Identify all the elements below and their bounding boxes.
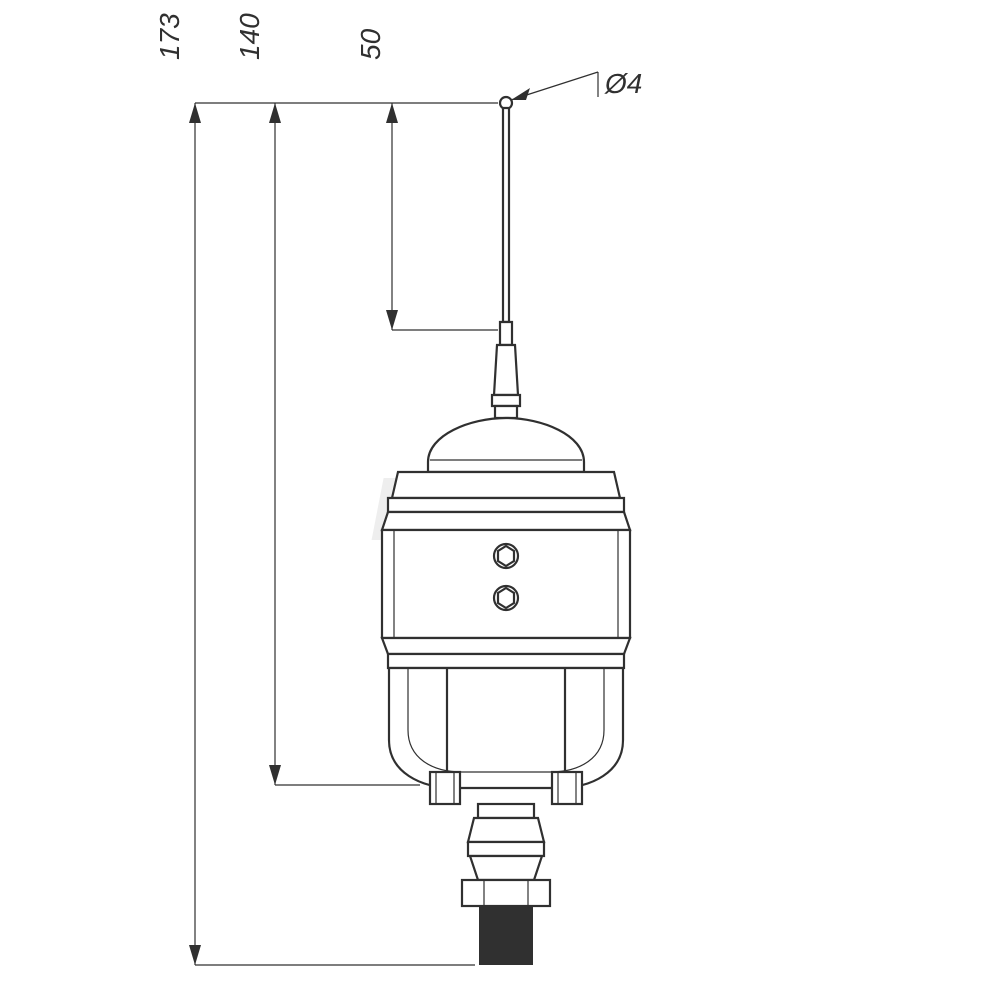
conn-flare: [468, 818, 544, 842]
dim-phi4: Ø4: [511, 68, 642, 100]
dim-173: 173: [154, 13, 201, 965]
conn-hex: [462, 880, 550, 906]
foot-left: [430, 772, 460, 804]
stylus-collar-1: [500, 322, 512, 345]
stylus-shaft: [503, 108, 509, 322]
technical-drawing: MSC: [0, 0, 1000, 1000]
conn-taper: [470, 856, 542, 880]
foot-right: [552, 772, 582, 804]
stylus-taper: [494, 345, 518, 395]
conn-thread-end: [480, 906, 532, 964]
body-chamfer-top: [382, 512, 630, 530]
dim-140: 140: [234, 13, 281, 785]
upper-ring: [388, 498, 624, 512]
conn-1: [478, 804, 534, 818]
mid-ring: [388, 654, 624, 668]
svg-text:140: 140: [234, 13, 265, 60]
svg-text:50: 50: [355, 28, 386, 60]
probe-dome: [428, 418, 584, 472]
conn-ring: [468, 842, 544, 856]
svg-text:Ø4: Ø4: [604, 68, 642, 99]
stylus-nut: [492, 395, 520, 406]
body-chamfer-bot: [382, 638, 630, 654]
upper-flare: [392, 472, 620, 498]
lower-housing: [389, 668, 623, 788]
dim-50: 50: [355, 28, 398, 330]
svg-text:173: 173: [154, 13, 185, 60]
stylus-post: [495, 406, 517, 418]
